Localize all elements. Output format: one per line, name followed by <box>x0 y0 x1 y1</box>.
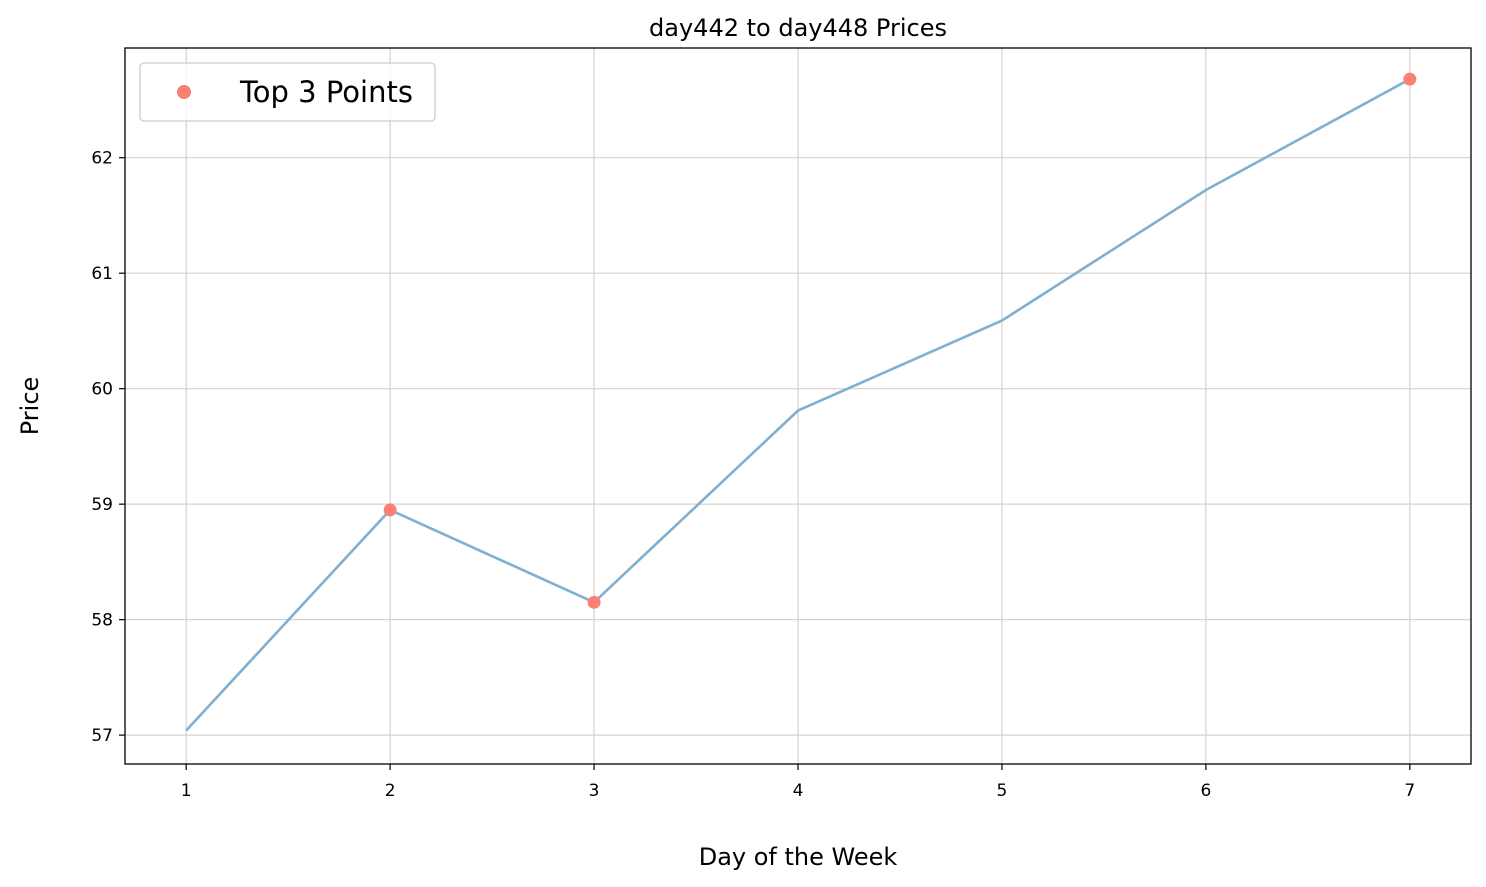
y-tick-label: 61 <box>91 264 113 284</box>
x-tick-label: 3 <box>589 781 600 801</box>
y-axis-ticks: 57 58 59 60 61 62 <box>91 149 125 746</box>
x-axis-label: Day of the Week <box>699 843 898 871</box>
legend-marker <box>177 85 191 99</box>
x-axis-ticks: 1 2 3 4 5 6 7 <box>181 764 1415 801</box>
legend-box <box>139 62 436 122</box>
top-point <box>1403 72 1417 86</box>
chart-title: day442 to day448 Prices <box>649 14 947 42</box>
x-tick-label: 1 <box>181 781 192 801</box>
grid <box>125 48 1471 764</box>
x-tick-label: 5 <box>997 781 1008 801</box>
y-axis-label: Price <box>16 377 44 436</box>
legend: Top 3 Points <box>139 62 436 122</box>
x-tick-label: 6 <box>1200 781 1211 801</box>
y-tick-label: 59 <box>91 495 113 515</box>
x-tick-label: 2 <box>385 781 396 801</box>
y-tick-label: 62 <box>91 149 113 169</box>
x-tick-label: 7 <box>1404 781 1415 801</box>
highlight-points <box>383 72 1417 609</box>
top-point <box>587 595 601 609</box>
x-tick-label: 4 <box>793 781 804 801</box>
legend-entry-top-3-points: Top 3 Points <box>239 75 413 109</box>
y-tick-label: 57 <box>91 726 113 746</box>
top-point <box>383 503 397 517</box>
y-tick-label: 60 <box>91 380 113 400</box>
y-tick-label: 58 <box>91 611 113 631</box>
